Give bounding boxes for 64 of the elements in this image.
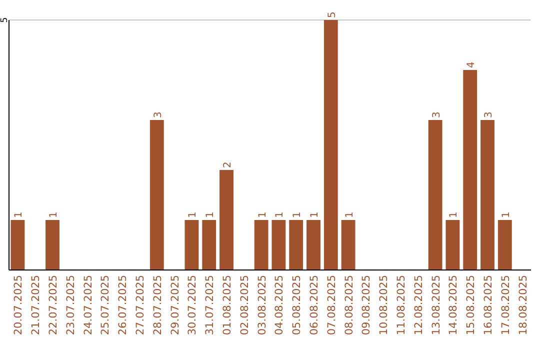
x-tick-label: 10.08.2025 [378,275,390,336]
data-label: 1 [344,212,356,218]
data-label: 2 [222,162,234,168]
x-tick-label: 24.07.2025 [82,275,94,336]
bar [272,220,286,270]
x-tick-label: 02.08.2025 [238,275,251,336]
data-label: 1 [48,212,60,218]
bar [254,220,268,270]
x-tick-label: 01.08.2025 [222,275,234,336]
data-label: 1 [14,212,25,218]
x-tick-label: 18.08.2025 [517,275,530,336]
x-tick-label: 07.08.2025 [326,275,338,336]
x-tick-label: 25.07.2025 [100,275,112,336]
x-tick-label: 30.07.2025 [186,275,199,336]
data-label: 1 [448,212,460,218]
data-label: 5 [326,12,338,18]
bar [446,220,460,270]
data-label: 1 [292,212,304,218]
bar [46,220,60,270]
x-tick-label: 13.08.2025 [430,275,442,336]
data-label: 3 [484,112,494,118]
x-tick-label: 05.08.2025 [291,275,304,336]
data-label: 1 [274,212,286,218]
bar [220,170,234,270]
x-tick-label: 17.08.2025 [500,275,512,336]
bar [463,70,478,270]
x-tick-label: 31.07.2025 [204,275,216,336]
bar [428,120,442,270]
bar [202,220,216,270]
data-label: 1 [500,212,512,218]
x-tick-label: 23.07.2025 [64,275,77,336]
bar [289,220,304,270]
x-tick-label: 29.07.2025 [169,275,182,336]
x-tick-label: 08.08.2025 [343,275,356,336]
x-tick-label: 06.08.2025 [308,275,320,336]
x-tick-label: 22.07.2025 [48,275,60,336]
x-tick-label: 26.07.2025 [117,275,130,336]
data-label: 3 [431,112,442,118]
x-tick-label: 20.07.2025 [12,275,25,336]
bar [184,220,199,270]
bar [324,20,338,270]
data-label: 4 [466,62,478,68]
bar [498,220,512,270]
x-tick-label: 09.08.2025 [360,275,373,336]
data-label: 1 [205,212,216,218]
x-tick-label: 14.08.2025 [448,275,460,336]
bar [480,120,494,270]
bar [341,220,356,270]
x-tick-label: 21.07.2025 [30,275,42,336]
x-tick-label: 04.08.2025 [274,275,286,336]
data-label: 1 [310,212,320,218]
x-tick-label: 11.08.2025 [396,275,408,336]
bar [306,220,320,270]
x-tick-label: 12.08.2025 [412,275,425,336]
data-label: 3 [152,112,164,118]
x-tick-label: 28.07.2025 [152,275,164,336]
x-tick-label: 15.08.2025 [465,275,478,336]
x-tick-label: 03.08.2025 [256,275,268,336]
data-label: 1 [257,212,268,218]
x-tick-label: 16.08.2025 [482,275,494,336]
bar [10,220,25,270]
data-label: 1 [188,212,199,218]
bar [150,120,164,270]
x-tick-label: 27.07.2025 [134,275,146,336]
